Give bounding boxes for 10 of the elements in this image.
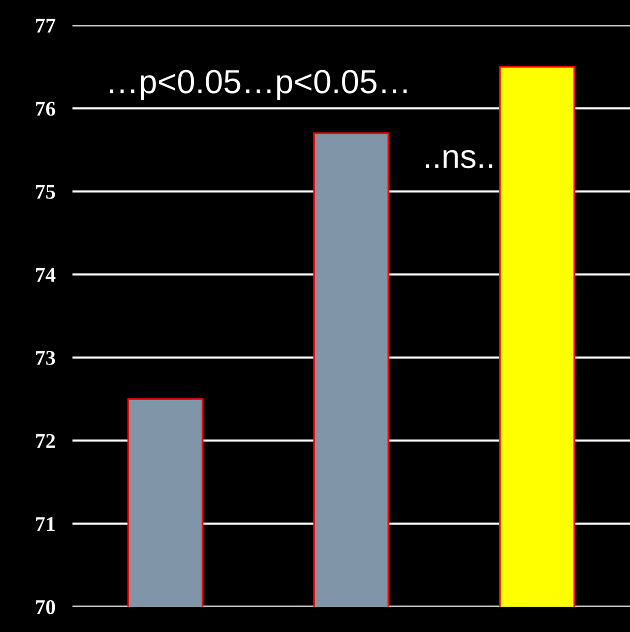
y-tick-label: 73	[36, 350, 56, 365]
y-tick-label: 77	[36, 18, 56, 33]
y-tick-label: 76	[36, 102, 56, 116]
y-tick-label: 74	[36, 268, 56, 282]
annotation: ..ns..	[426, 150, 492, 168]
y-tick-label: 70	[36, 600, 55, 614]
annotation: …p<0.05…p<0.05…	[110, 70, 407, 100]
y-tick-label: 71	[36, 517, 55, 531]
y-tick-label: 75	[36, 184, 56, 199]
y-tick-label: 72	[36, 434, 55, 448]
